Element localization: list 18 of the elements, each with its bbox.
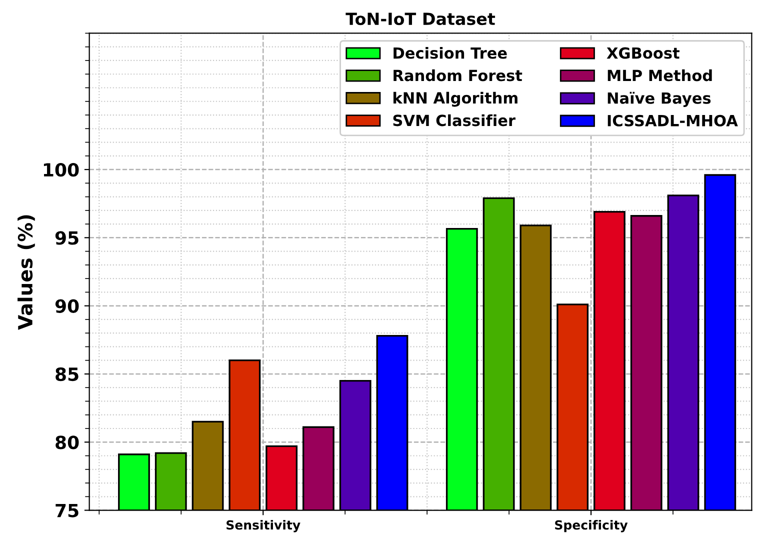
x-tick-label: Specificity	[555, 520, 628, 532]
legend-label: XGBoost	[606, 47, 680, 59]
legend-label: Decision Tree	[394, 46, 507, 59]
y-tick-label: 75	[56, 504, 78, 518]
legend-label: SVM Classifier	[393, 114, 516, 126]
chart-title: ToN-IoT Dataset	[346, 12, 496, 26]
legend-label: ICSSADL-MHOA	[608, 114, 738, 126]
legend-label: Naïve Bayes	[608, 92, 711, 107]
legend-label: MLP Method	[608, 69, 712, 82]
y-tick-label: 80	[56, 436, 79, 450]
legend-label: Random Forest	[394, 69, 522, 82]
y-tick-label: 90	[55, 299, 79, 313]
x-tick-label: Sensitivity	[226, 520, 300, 532]
y-tick-label: 95	[55, 231, 78, 245]
legend-label: kNN Algorithm	[393, 92, 518, 107]
y-axis-title: Values (%)	[18, 215, 35, 330]
y-tick-label: 85	[56, 367, 78, 382]
y-tick-label: 100	[44, 162, 79, 177]
